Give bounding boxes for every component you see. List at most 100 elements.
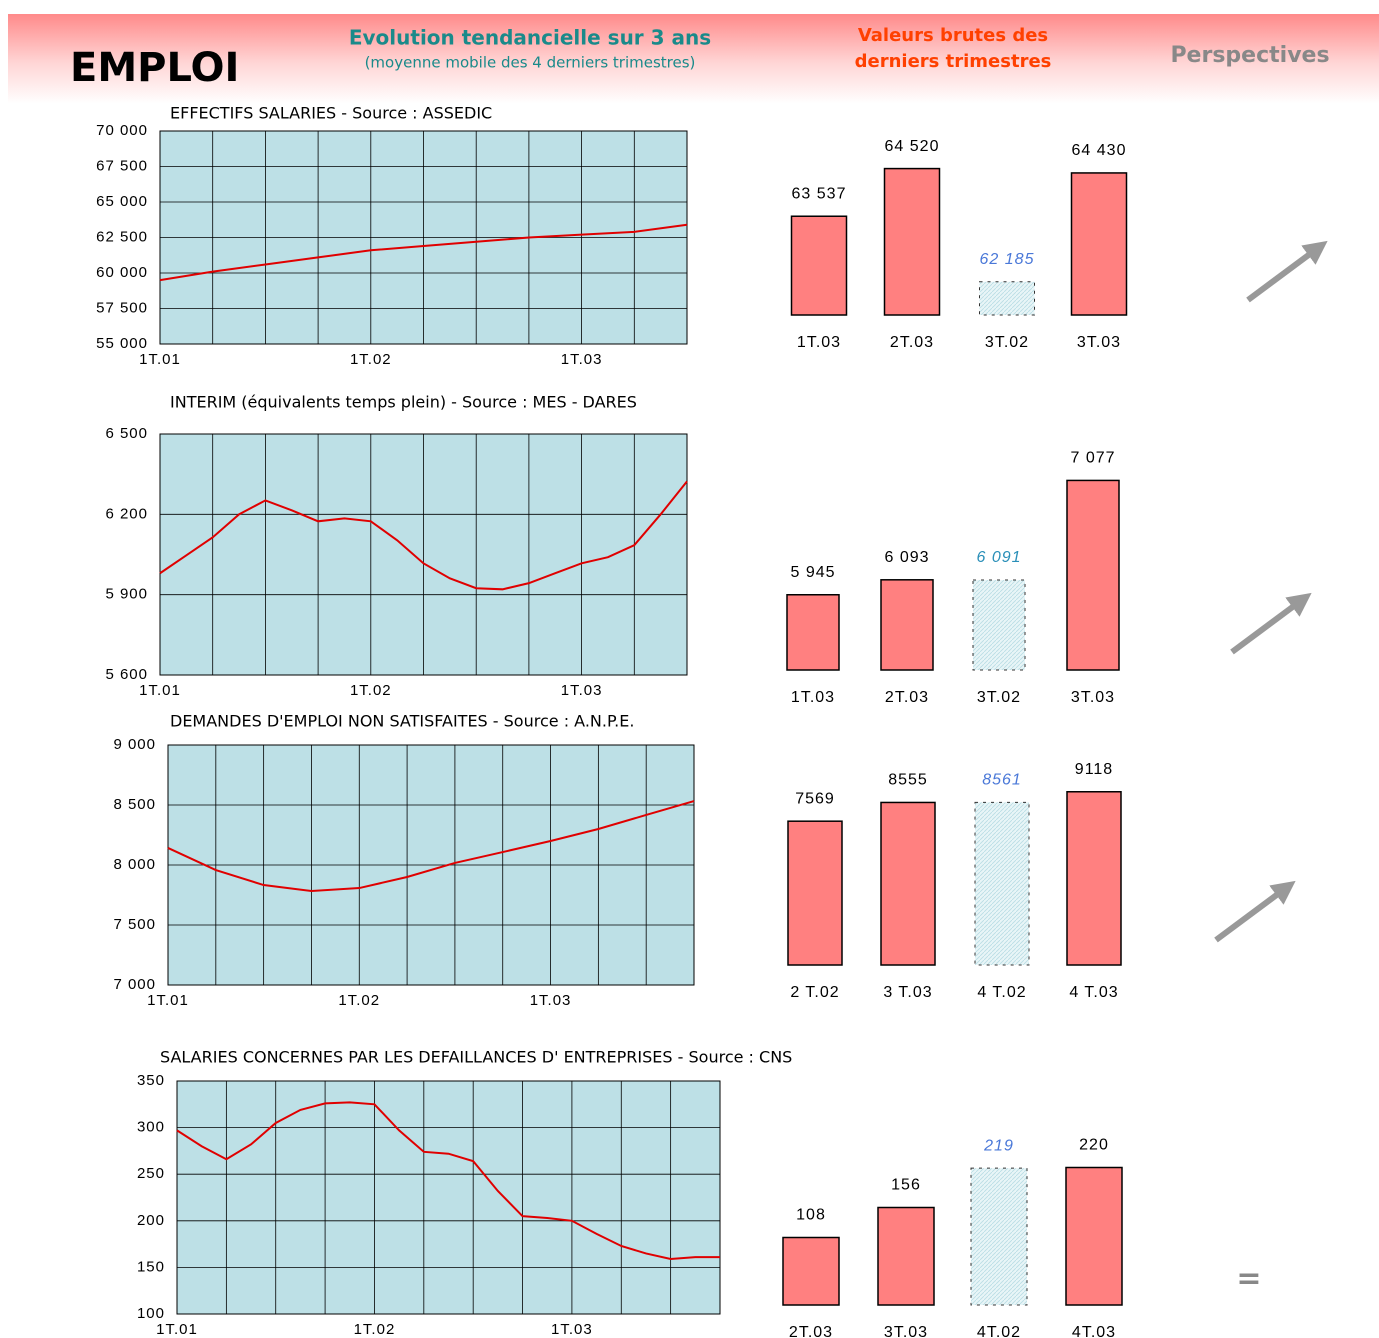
- x-tick-label: 1T.02: [338, 992, 380, 1009]
- bar-category-label: 1T.03: [791, 689, 835, 706]
- chart-title: EFFECTIFS SALARIES - Source : ASSEDIC: [170, 104, 492, 123]
- trend-line: [176, 1101, 720, 1261]
- bar: [787, 820, 843, 966]
- x-tick-label: 1T.02: [350, 351, 392, 368]
- bar-value-label: 156: [891, 1177, 921, 1194]
- bar-value-label: 8555: [888, 772, 928, 789]
- perspectives-title: Perspectives: [1170, 43, 1329, 68]
- header-band: [8, 14, 1379, 104]
- bar-value-label: 219: [983, 1137, 1014, 1154]
- bar-value-label: 9118: [1075, 761, 1113, 778]
- bar-value-label: 6 091: [976, 549, 1021, 566]
- bar: [1065, 1166, 1123, 1306]
- bar-category-label: 4T.02: [977, 1324, 1021, 1338]
- chart-title: DEMANDES D'EMPLOI NON SATISFAITES - Sour…: [170, 712, 634, 731]
- x-tick-label: 1T.01: [147, 992, 189, 1009]
- x-tick-label: 1T.03: [551, 1321, 593, 1338]
- plot-area: [176, 1080, 721, 1315]
- y-tick-label: 150: [137, 1258, 165, 1275]
- bar-category-label: 2T.03: [885, 689, 929, 706]
- y-tick-label: 5 600: [105, 666, 148, 683]
- bar-value-label: 7 077: [1070, 450, 1115, 467]
- raw-title: Valeurs brutes des: [858, 25, 1048, 46]
- y-tick-label: 7 500: [113, 916, 156, 933]
- bar-value-label: 7569: [795, 790, 835, 807]
- bar-category-label: 3T.02: [977, 689, 1021, 706]
- trend-line: [159, 480, 688, 591]
- bar-value-label: 108: [796, 1207, 826, 1224]
- y-tick-label: 62 500: [96, 228, 148, 245]
- y-tick-label: 200: [137, 1212, 165, 1229]
- y-tick-label: 60 000: [96, 264, 148, 281]
- trend-line: [159, 223, 688, 282]
- bar: [782, 1236, 840, 1306]
- bar-category-label: 4T.03: [1072, 1324, 1116, 1338]
- bar: [979, 281, 1035, 316]
- y-tick-label: 350: [137, 1072, 165, 1089]
- x-tick-label: 1T.02: [354, 1321, 396, 1338]
- bar: [883, 167, 941, 316]
- bar-category-label: 1T.03: [797, 334, 841, 351]
- y-tick-label: 5 900: [105, 586, 148, 603]
- bar-value-label: 64 520: [885, 138, 940, 155]
- trend-title: Evolution tendancielle sur 3 ans: [349, 26, 711, 50]
- x-tick-label: 1T.03: [561, 682, 603, 699]
- y-tick-label: 65 000: [96, 193, 148, 210]
- y-tick-label: 57 500: [96, 299, 148, 316]
- bar-category-label: 3T.03: [1077, 334, 1121, 351]
- bar-value-label: 220: [1079, 1137, 1109, 1154]
- bar-category-label: 2 T.02: [790, 984, 839, 1001]
- y-tick-label: 6 500: [105, 425, 148, 442]
- bar: [1070, 172, 1128, 316]
- chart-title: SALARIES CONCERNES PAR LES DEFAILLANCES …: [160, 1048, 792, 1067]
- bar: [880, 579, 934, 671]
- x-tick-label: 1T.03: [530, 992, 572, 1009]
- trend-arrow-up: [1230, 592, 1312, 655]
- bar: [786, 594, 840, 671]
- bar-category-label: 3 T.03: [883, 984, 932, 1001]
- bar-category-label: 4 T.02: [977, 984, 1026, 1001]
- trend-arrow-up: [1246, 240, 1328, 303]
- bar-value-label: 8561: [982, 772, 1022, 789]
- bar-value-label: 63 537: [792, 185, 847, 202]
- y-tick-label: 300: [137, 1119, 165, 1136]
- chart-title: INTERIM (équivalents temps plein) - Sour…: [170, 393, 637, 412]
- bar-value-label: 6 093: [884, 549, 929, 566]
- bar-category-label: 2T.03: [890, 334, 934, 351]
- bar: [1066, 479, 1120, 671]
- y-tick-label: 67 500: [96, 157, 148, 174]
- trend-line: [167, 800, 695, 893]
- y-tick-label: 8 000: [113, 856, 156, 873]
- y-tick-label: 6 200: [105, 505, 148, 522]
- bar: [790, 215, 848, 316]
- bar-category-label: 2T.03: [789, 1324, 833, 1338]
- x-tick-label: 1T.01: [139, 682, 181, 699]
- y-tick-label: 9 000: [113, 736, 156, 753]
- x-tick-label: 1T.03: [561, 351, 603, 368]
- bar-category-label: 4 T.03: [1069, 984, 1118, 1001]
- trend-arrow-up: [1214, 880, 1296, 943]
- bar: [972, 579, 1026, 671]
- y-tick-label: 250: [137, 1165, 165, 1182]
- bar: [1066, 791, 1122, 966]
- trend-subtitle: (moyenne mobile des 4 derniers trimestre…: [365, 54, 696, 72]
- bar-value-label: 64 430: [1072, 142, 1127, 159]
- bar-value-label: 5 945: [790, 564, 835, 581]
- bar-category-label: 3T.03: [1071, 689, 1115, 706]
- x-tick-label: 1T.01: [139, 351, 181, 368]
- x-tick-label: 1T.02: [350, 682, 392, 699]
- y-tick-label: 70 000: [96, 122, 148, 139]
- x-tick-label: 1T.01: [156, 1321, 198, 1338]
- bar: [970, 1167, 1028, 1306]
- y-tick-label: 55 000: [96, 335, 148, 352]
- bar: [974, 801, 1030, 966]
- bar: [877, 1206, 935, 1306]
- y-tick-label: 7 000: [113, 976, 156, 993]
- trend-stable: =: [1236, 1262, 1261, 1297]
- y-tick-label: 100: [137, 1305, 165, 1322]
- y-tick-label: 8 500: [113, 796, 156, 813]
- raw-title: derniers trimestres: [855, 51, 1052, 72]
- bar-value-label: 62 185: [980, 251, 1035, 268]
- page-title: EMPLOI: [70, 45, 239, 91]
